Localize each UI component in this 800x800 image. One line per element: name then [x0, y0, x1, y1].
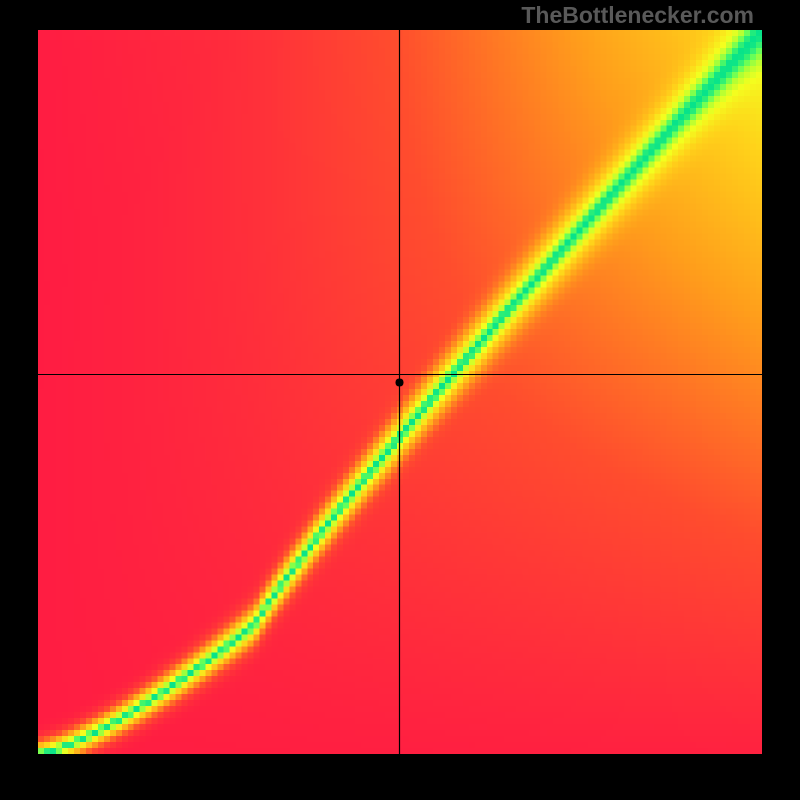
heatmap-root: { "canvas": { "width": 800, "height": 80… [0, 0, 800, 800]
watermark: TheBottlenecker.com [521, 2, 754, 29]
crosshair-overlay [38, 30, 762, 754]
